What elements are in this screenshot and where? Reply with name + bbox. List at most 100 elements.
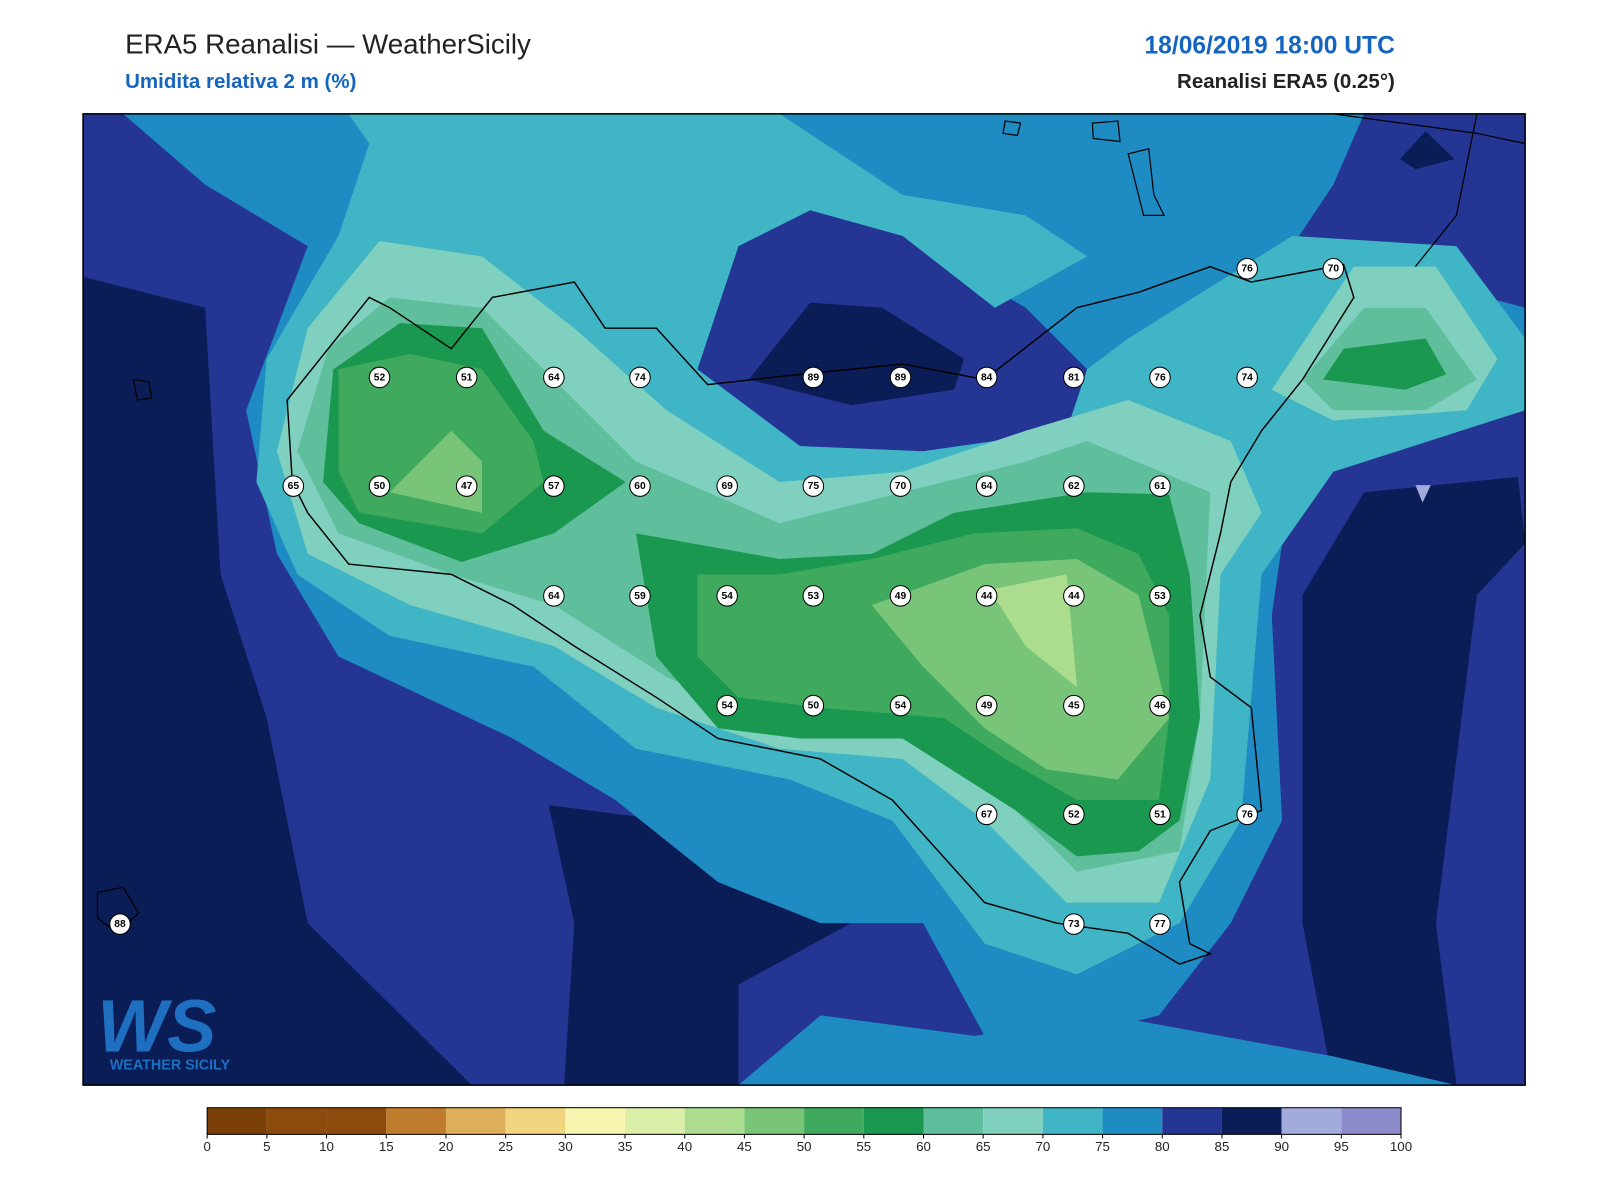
colorbar-tick-label: 35: [618, 1139, 633, 1154]
colorbar-segment: [983, 1107, 1043, 1135]
station-value: 52: [1068, 809, 1080, 820]
station-marker: [1063, 366, 1085, 389]
colorbar-tick-label: 5: [263, 1139, 270, 1154]
station-value: 69: [721, 481, 733, 492]
colorbar-segment: [923, 1107, 984, 1135]
station-value: 76: [1154, 372, 1166, 383]
colorbar-tick-label: 65: [976, 1139, 991, 1154]
colorbar-tick-label: 25: [498, 1139, 513, 1154]
station-value: 64: [981, 481, 993, 492]
station-marker: [802, 475, 825, 497]
colorbar-tick-label: 85: [1215, 1139, 1230, 1154]
station-marker: [282, 475, 305, 497]
station-marker: [1149, 803, 1171, 826]
station-value: 88: [114, 919, 126, 930]
station-value: 73: [1068, 919, 1080, 930]
station-value: 74: [1241, 372, 1253, 383]
station-marker: [455, 475, 478, 497]
station-marker: [1149, 366, 1171, 389]
station-marker: [629, 366, 651, 389]
station-marker: [1149, 475, 1171, 497]
station-marker: [1063, 803, 1085, 826]
station-value: 70: [895, 481, 907, 492]
colorbar-segment: [744, 1107, 805, 1135]
logo-name: WEATHER SICILY: [110, 1058, 231, 1074]
station-marker: [889, 366, 912, 389]
station-marker: [716, 585, 738, 607]
station-marker: [802, 694, 825, 717]
station-value: 64: [548, 591, 560, 602]
colorbar-segment: [1102, 1107, 1163, 1135]
station-value: 54: [721, 701, 733, 712]
station-marker: [889, 585, 912, 607]
station-value: 62: [1068, 481, 1080, 492]
colorbar-tick-label: 40: [677, 1139, 692, 1154]
logo-mark: WS: [97, 984, 216, 1067]
station-value: 77: [1154, 919, 1166, 930]
station-marker: [889, 475, 912, 497]
station-marker: [1149, 585, 1171, 607]
colorbar-segment: [565, 1107, 626, 1135]
colorbar-segment: [804, 1107, 864, 1135]
colorbar-segment: [1341, 1107, 1402, 1135]
station-marker: [109, 913, 131, 935]
colorbar-tick-label: 20: [439, 1139, 454, 1154]
station-value: 81: [1068, 372, 1080, 383]
station-value: 51: [461, 372, 473, 383]
colorbar-segment: [505, 1107, 566, 1135]
station-value: 54: [895, 701, 907, 712]
station-marker: [543, 475, 565, 497]
station-marker: [368, 475, 391, 497]
colorbar-tick-label: 70: [1035, 1139, 1050, 1154]
colorbar-segment: [625, 1107, 685, 1135]
station-marker: [543, 366, 565, 389]
colorbar-segment: [1162, 1107, 1222, 1135]
colorbar-segment: [326, 1107, 387, 1135]
station-value: 59: [634, 591, 646, 602]
colorbar-segment: [266, 1107, 327, 1135]
station-marker: [975, 475, 998, 497]
station-value: 65: [288, 481, 300, 492]
stations: 76 70 52 51 64 74 89 89 84 81 76 74 65 50 47 57 60 69 75 70…: [109, 257, 1345, 935]
station-value: 74: [634, 372, 646, 383]
station-value: 57: [548, 481, 560, 492]
station-value: 64: [548, 372, 560, 383]
station-value: 76: [1241, 264, 1253, 275]
station-marker: [368, 366, 391, 389]
station-value: 67: [981, 809, 993, 820]
station-marker: [975, 694, 998, 717]
datetime: 18/06/2019 18:00 UTC: [1144, 32, 1395, 59]
station-value: 60: [634, 481, 646, 492]
station-value: 49: [895, 591, 907, 602]
station-value: 51: [1154, 809, 1166, 820]
station-value: 89: [895, 372, 907, 383]
station-marker: [1322, 257, 1345, 280]
station-marker: [1063, 694, 1085, 717]
colorbar-tick-label: 80: [1155, 1139, 1170, 1154]
station-marker: [1236, 366, 1258, 389]
station-value: 50: [808, 701, 820, 712]
station-value: 44: [1068, 591, 1080, 602]
station-marker: [1236, 257, 1258, 280]
colorbar-tick-label: 75: [1095, 1139, 1110, 1154]
station-marker: [455, 366, 478, 389]
map-frame: [82, 113, 1526, 1086]
station-value: 45: [1068, 701, 1080, 712]
colorbar-segment: [684, 1107, 745, 1135]
station-value: 46: [1154, 701, 1166, 712]
colorbar-segment: [1281, 1107, 1342, 1135]
station-value: 61: [1154, 481, 1166, 492]
station-marker: [975, 366, 998, 389]
colorbar-tick-label: 55: [856, 1139, 871, 1154]
colorbar-segment: [386, 1107, 446, 1135]
colorbar: 0 5 10 15 20 25 30 35 40 45 50 55 60 65 70 75 80 85 90 95 10…: [203, 1107, 1412, 1154]
colorbar-segment: [207, 1107, 267, 1135]
station-marker: [543, 585, 565, 607]
station-marker: [716, 475, 738, 497]
station-value: 75: [808, 481, 820, 492]
station-value: 89: [808, 372, 820, 383]
logo: WS WEATHER SICILY: [97, 984, 230, 1073]
station-marker: [629, 475, 651, 497]
